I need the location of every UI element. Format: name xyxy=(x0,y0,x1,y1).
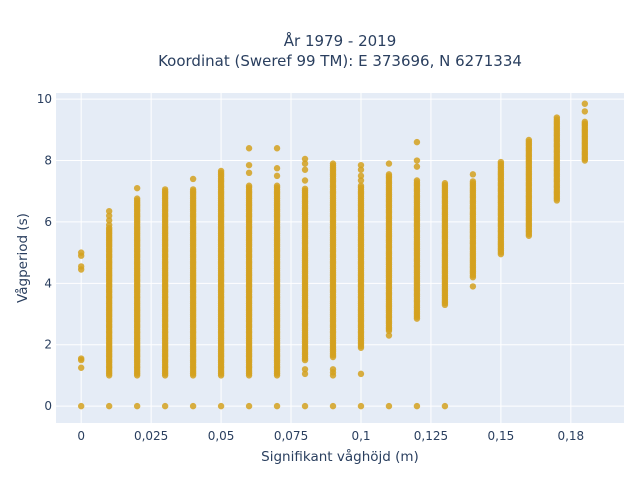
data-point xyxy=(189,175,197,183)
data-point xyxy=(301,185,309,192)
data-point xyxy=(273,402,281,410)
data-point xyxy=(77,402,85,410)
data-point xyxy=(77,355,85,362)
y-tick-label: 4 xyxy=(44,276,52,290)
data-point xyxy=(441,402,449,410)
data-point xyxy=(357,172,365,180)
x-tick-label: 0,18 xyxy=(557,429,584,443)
data-point xyxy=(161,402,169,410)
data-point xyxy=(581,108,589,115)
data-point xyxy=(413,177,421,184)
data-point xyxy=(133,402,141,410)
data-point xyxy=(77,263,85,270)
data-point xyxy=(357,402,365,410)
data-point xyxy=(385,171,393,178)
data-point xyxy=(245,161,253,169)
data-point xyxy=(273,172,281,180)
x-tick-label: 0 xyxy=(77,429,85,443)
y-axis-label: Vågperiod (s) xyxy=(14,213,31,303)
x-tick-label: 0,1 xyxy=(351,429,370,443)
x-tick-label: 0,15 xyxy=(488,429,515,443)
data-point xyxy=(105,221,113,229)
data-point xyxy=(581,118,589,126)
data-point xyxy=(413,402,421,410)
data-point xyxy=(357,370,365,378)
data-point xyxy=(469,171,477,178)
plot-background xyxy=(56,93,624,423)
x-tick-label: 0,075 xyxy=(274,429,308,443)
data-point xyxy=(161,186,169,193)
chart-subtitle: Koordinat (Sweref 99 TM): E 373696, N 62… xyxy=(158,52,522,70)
data-point xyxy=(273,145,281,152)
data-point xyxy=(105,402,113,410)
data-point xyxy=(301,160,309,167)
tick-labels: 0 0,025 0,05 0,075 0,1 0,125 0,15 0,18 0 2 4 6 8 10 xyxy=(37,92,584,443)
y-tick-label: 0 xyxy=(44,399,52,413)
y-tick-label: 6 xyxy=(44,215,52,229)
x-tick-label: 0,125 xyxy=(414,429,448,443)
data-point xyxy=(133,184,141,192)
y-tick-label: 8 xyxy=(44,154,52,168)
data-point xyxy=(105,212,113,219)
data-point xyxy=(273,165,281,172)
data-point xyxy=(385,160,393,167)
data-point xyxy=(469,283,477,290)
data-point xyxy=(245,169,253,177)
y-tick-label: 10 xyxy=(37,92,52,106)
data-point xyxy=(133,195,141,202)
data-point xyxy=(105,207,113,215)
data-points xyxy=(77,100,589,410)
data-point xyxy=(329,402,337,410)
data-point xyxy=(245,182,253,189)
x-tick-label: 0,05 xyxy=(208,429,235,443)
data-point xyxy=(301,177,309,184)
y-tick-label: 2 xyxy=(44,338,52,352)
data-point xyxy=(245,145,253,152)
data-point xyxy=(385,402,393,410)
data-point xyxy=(105,217,113,224)
data-point xyxy=(77,249,85,256)
data-point xyxy=(413,138,421,146)
data-point xyxy=(357,166,365,173)
data-point xyxy=(469,178,477,185)
data-point xyxy=(441,180,449,187)
data-point xyxy=(301,370,309,378)
data-point xyxy=(357,161,365,169)
chart-title: År 1979 - 2019 xyxy=(284,31,397,50)
data-point xyxy=(301,402,309,410)
data-point xyxy=(301,155,309,163)
data-point xyxy=(329,160,337,167)
data-point xyxy=(245,402,253,410)
x-axis-label: Signifikant våghöjd (m) xyxy=(261,448,419,465)
data-point xyxy=(273,182,281,189)
data-point xyxy=(357,177,365,184)
data-point xyxy=(497,158,505,166)
data-point xyxy=(301,366,309,373)
data-point xyxy=(301,166,309,173)
data-point xyxy=(581,100,589,107)
data-point xyxy=(553,114,561,121)
data-point xyxy=(189,402,197,410)
data-point xyxy=(217,402,225,410)
data-point xyxy=(525,136,533,144)
data-point xyxy=(77,364,85,371)
data-point xyxy=(329,366,337,373)
data-point xyxy=(413,157,421,164)
x-tick-label: 0,025 xyxy=(134,429,168,443)
data-point xyxy=(413,163,421,170)
data-point xyxy=(385,332,393,339)
data-point xyxy=(217,167,225,175)
data-point xyxy=(357,182,365,189)
data-point xyxy=(189,186,197,193)
